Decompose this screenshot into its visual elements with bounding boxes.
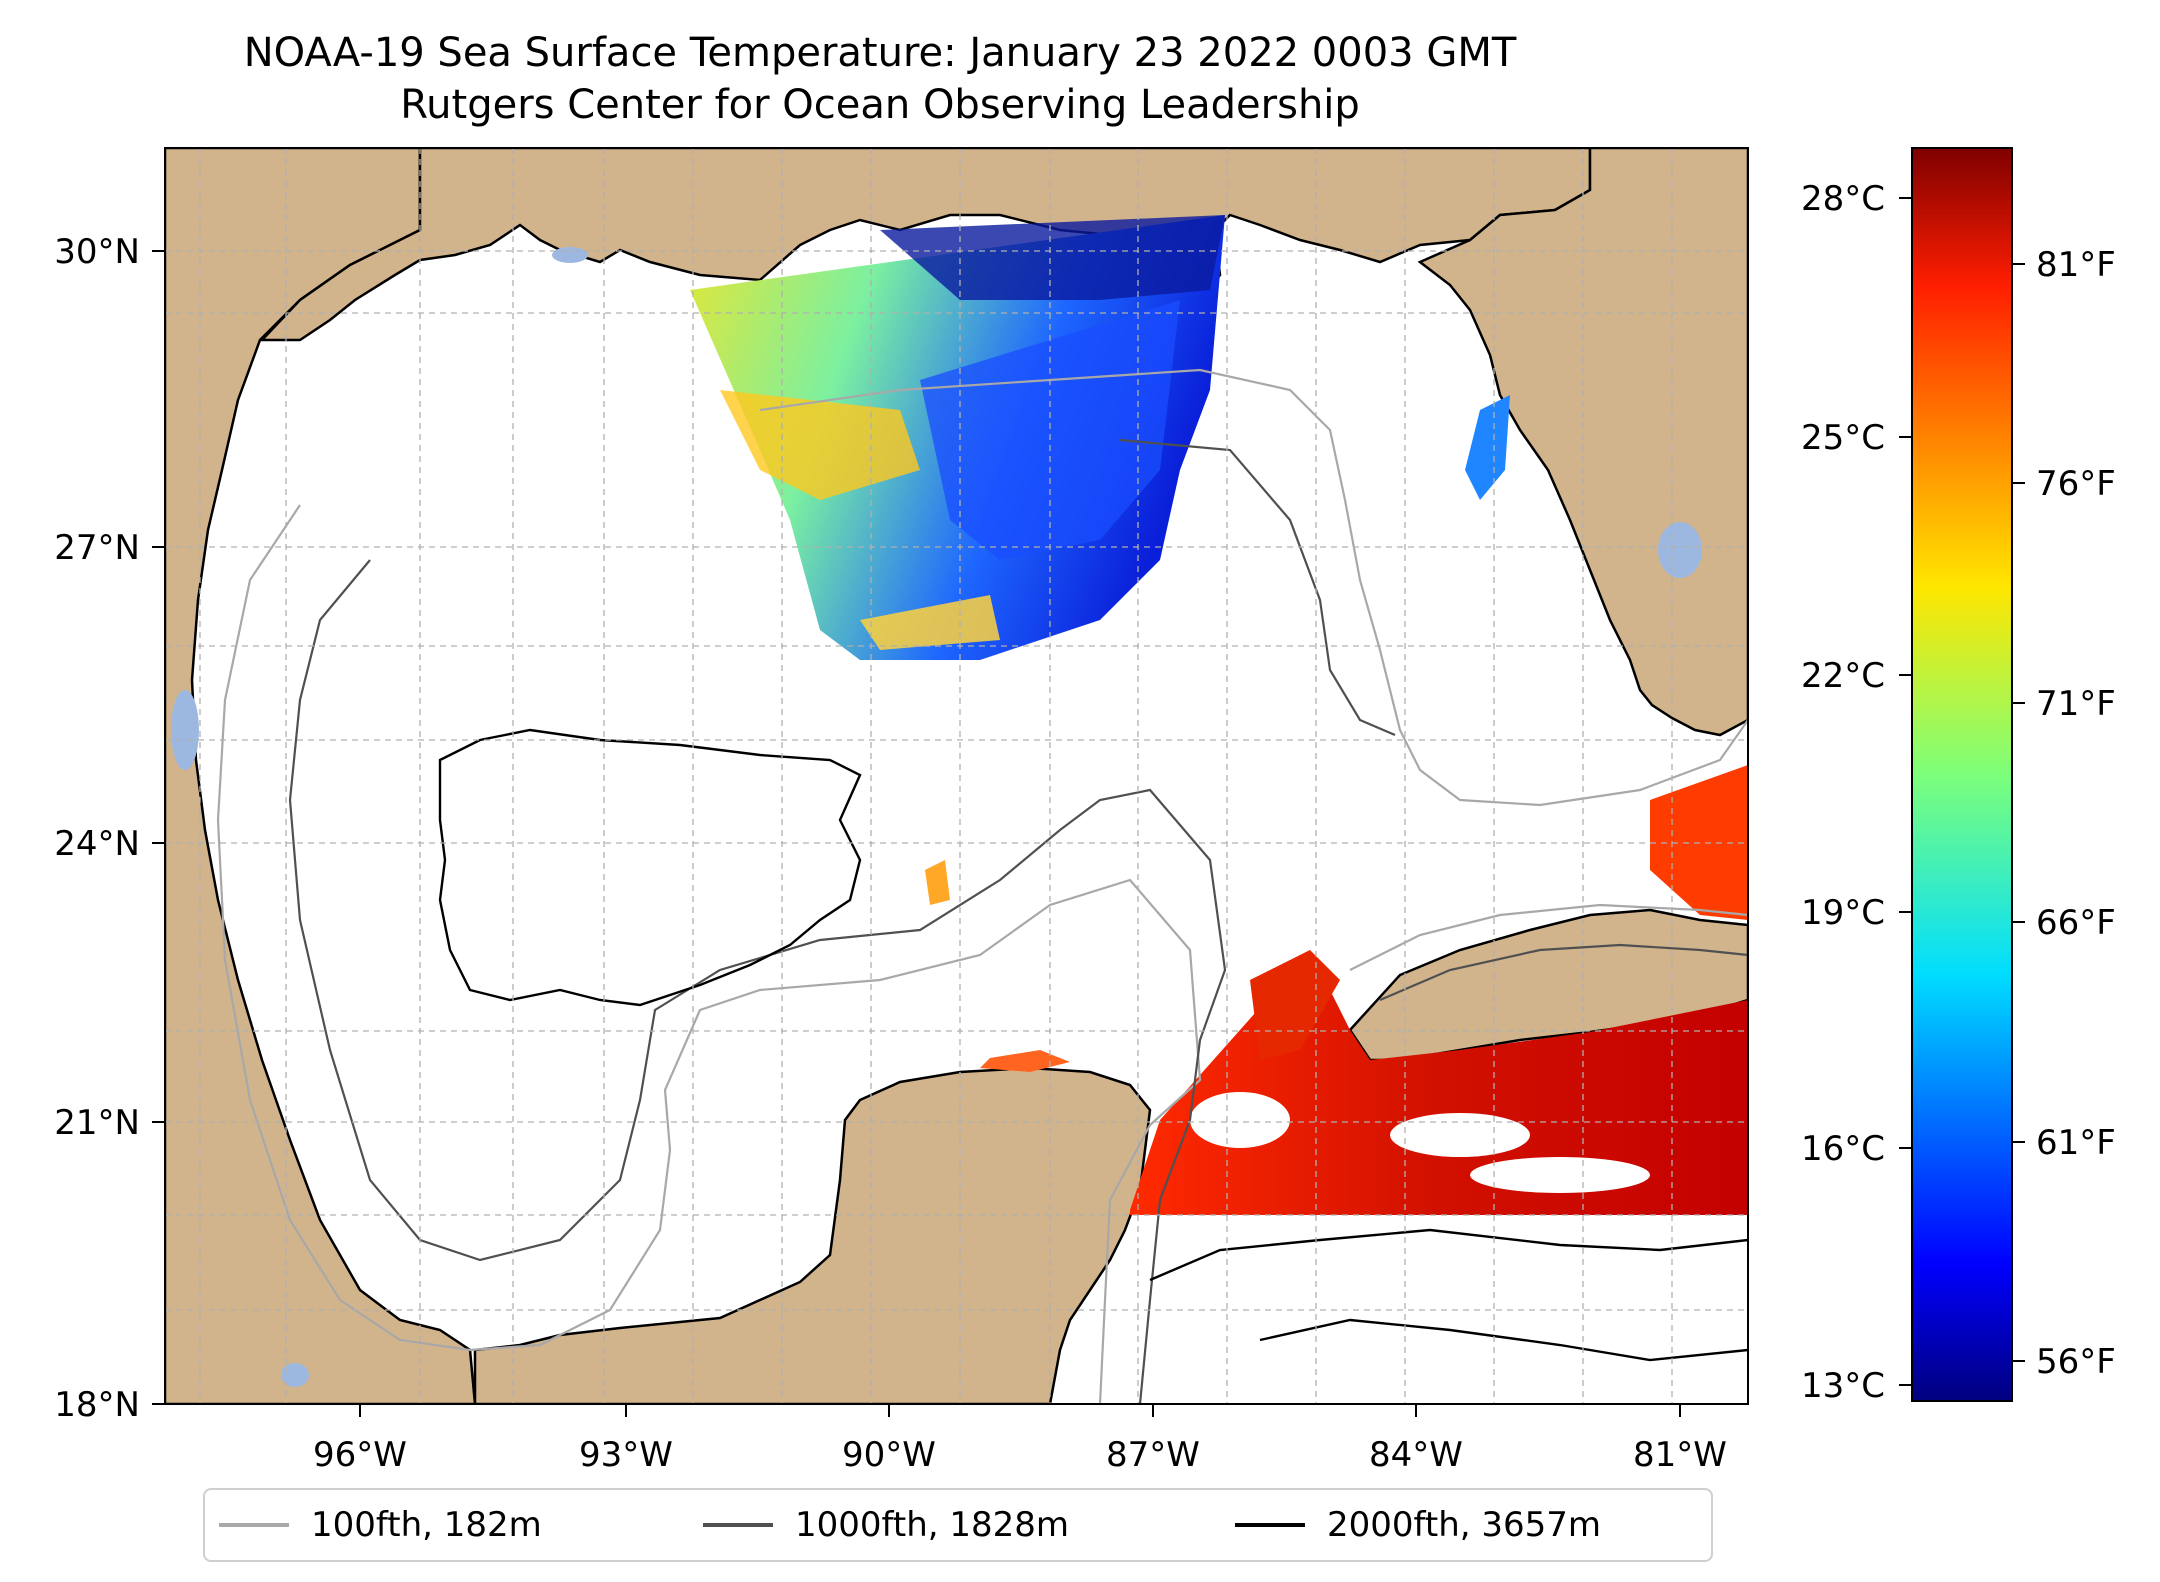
colorbar-label-56f: 56°F (2036, 1342, 2116, 1382)
lat-label-21n: 21°N (54, 1103, 140, 1143)
colorbar-label-76f: 76°F (2036, 464, 2116, 504)
sst-swath-north (690, 215, 1510, 660)
colorbar-label-25c: 25°C (1801, 418, 1885, 458)
lagoon-laguna-madre (171, 690, 199, 770)
colorbar-celsius-ticks (1899, 197, 1912, 1386)
legend-item-2000fth: 2000fth, 3657m (1235, 1490, 1601, 1560)
land-yucatan (473, 1066, 1152, 1404)
colorbar-label-16c: 16°C (1801, 1129, 1885, 1169)
lon-label-90w: 90°W (842, 1435, 936, 1475)
colorbar-label-61f: 61°F (2036, 1123, 2116, 1163)
legend-item-100fth: 100fth, 182m (219, 1490, 542, 1560)
colorbar-label-28c: 28°C (1801, 179, 1885, 219)
colorbar (1911, 147, 2013, 1402)
colorbar-fahrenheit-ticks (2012, 263, 2025, 1362)
colorbar-label-22c: 22°C (1801, 656, 1885, 696)
colorbar-label-71f: 71°F (2036, 684, 2116, 724)
lake-tamiahua (281, 1363, 309, 1387)
lon-label-96w: 96°W (313, 1435, 407, 1475)
legend-line-1000fth (703, 1523, 773, 1527)
colorbar-label-66f: 66°F (2036, 903, 2116, 943)
isobath-100fth (216, 368, 1748, 1404)
lat-label-27n: 27°N (54, 528, 140, 568)
lat-label-18n: 18°N (54, 1385, 140, 1425)
lon-label-81w: 81°W (1633, 1435, 1727, 1475)
lat-label-24n: 24°N (54, 824, 140, 864)
legend-label-1000fth: 1000fth, 1828m (795, 1505, 1070, 1545)
map-frame (164, 147, 1749, 1405)
lat-axis (152, 250, 165, 1405)
colorbar-label-13c: 13°C (1801, 1366, 1885, 1406)
legend-label-100fth: 100fth, 182m (311, 1505, 542, 1545)
legend-item-1000fth: 1000fth, 1828m (703, 1490, 1069, 1560)
lon-label-87w: 87°W (1106, 1435, 1200, 1475)
lake-sabine (552, 247, 588, 263)
legend-label-2000fth: 2000fth, 3657m (1327, 1505, 1602, 1545)
colorbar-label-19c: 19°C (1801, 893, 1885, 933)
lat-label-30n: 30°N (54, 232, 140, 272)
land-florida (1417, 148, 1748, 737)
isobath-2000fth (438, 728, 1748, 1362)
isobath-legend: 100fth, 182m 1000fth, 1828m 2000fth, 365… (203, 1488, 1713, 1562)
lon-axis (359, 1404, 1681, 1417)
legend-line-2000fth (1235, 1523, 1305, 1527)
isobath-1000fth (288, 438, 1748, 1404)
colorbar-label-81f: 81°F (2036, 245, 2116, 285)
legend-line-100fth (219, 1523, 289, 1527)
graticule (165, 148, 1748, 1404)
lake-okeechobee (1658, 522, 1702, 578)
lon-label-84w: 84°W (1369, 1435, 1463, 1475)
map-subtitle: Rutgers Center for Ocean Observing Leade… (400, 82, 1360, 128)
map-title: NOAA-19 Sea Surface Temperature: January… (243, 30, 1517, 76)
map-area (165, 148, 1748, 1404)
lon-label-93w: 93°W (579, 1435, 673, 1475)
land-us-gulf-coast (259, 148, 1592, 342)
